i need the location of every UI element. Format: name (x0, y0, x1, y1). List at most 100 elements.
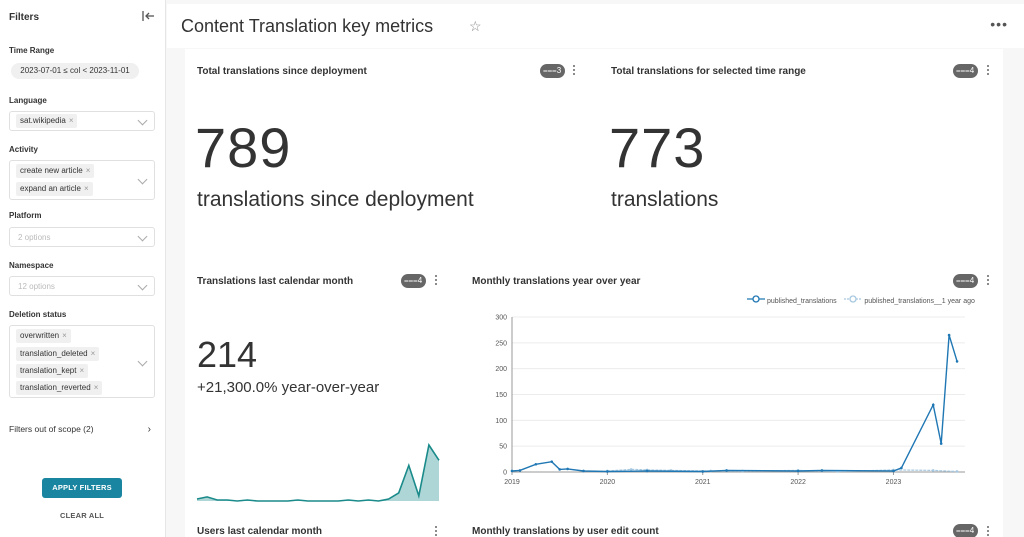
apply-filters-button[interactable]: APPLY FILTERS (42, 478, 122, 498)
x-tick-label: 2021 (695, 479, 711, 486)
remove-tag-icon[interactable]: × (83, 184, 89, 193)
data-point (606, 470, 609, 473)
clear-all-button[interactable]: CLEAR ALL (59, 511, 105, 520)
language-tag[interactable]: sat.wikipedia × (16, 114, 78, 128)
data-point (955, 360, 959, 363)
card-title-total-selected-range: Total translations for selected time ran… (611, 66, 806, 77)
deletion-status-tag[interactable]: translation_reverted × (16, 381, 103, 395)
activity-tag[interactable]: expand an article × (16, 182, 93, 196)
filter-badge[interactable]: ⩶4 (953, 64, 979, 78)
language-select[interactable]: sat.wikipedia × (9, 111, 155, 131)
data-point (582, 469, 585, 473)
page-title: Content Translation key metrics (181, 16, 434, 36)
chevron-down-icon (137, 174, 148, 185)
series-line-year-ago (607, 468, 958, 473)
deletion-status-tag[interactable]: overwritten × (16, 329, 71, 343)
data-point (558, 468, 561, 471)
filter-icon: ⩶ (956, 66, 970, 75)
card-title-monthly-yoy: Monthly translations year over year (472, 276, 641, 287)
time-range-label: Time Range (9, 46, 55, 55)
dashboard-header: Content Translation key metrics ☆ ••• (167, 4, 1024, 48)
platform-select[interactable]: 2 options (9, 227, 155, 247)
filter-badge[interactable]: ⩶4 (953, 524, 979, 537)
data-point (820, 469, 824, 472)
big-number-value: 789 (195, 116, 292, 179)
remove-tag-icon[interactable]: × (68, 116, 74, 125)
favorite-star-icon[interactable]: ☆ (469, 18, 482, 34)
data-point (645, 469, 649, 473)
namespace-placeholder: 12 options (18, 282, 55, 291)
filters-out-of-scope-label: Filters out of scope (2) (9, 424, 94, 434)
deletion-status-label: Deletion status (9, 310, 67, 319)
remove-tag-icon[interactable]: × (85, 166, 91, 175)
filters-sidebar: Filters Time Range 2023-07-01 ≤ col < 20… (0, 0, 166, 537)
chevron-down-icon (137, 115, 148, 126)
data-point (566, 467, 569, 471)
data-point (931, 403, 935, 407)
language-label: Language (9, 96, 47, 105)
filter-icon: ⩶ (956, 276, 970, 285)
y-tick-label: 50 (499, 444, 507, 451)
data-point (900, 466, 903, 470)
legend-item[interactable]: published_translations (747, 295, 837, 305)
trendline-sparkline (196, 442, 440, 502)
big-number-subtitle: translations (611, 188, 719, 211)
data-point (796, 469, 800, 473)
filter-badge[interactable]: ⩶3 (540, 64, 566, 78)
activity-select[interactable]: create new article × expand an article × (9, 160, 155, 200)
filter-icon: ⩶ (404, 276, 418, 285)
data-point (947, 333, 951, 337)
deletion-status-select[interactable]: overwritten × translation_deleted × transl… (9, 325, 155, 398)
collapse-sidebar-icon[interactable] (141, 9, 155, 23)
namespace-select[interactable]: 12 options (9, 276, 155, 296)
legend-item[interactable]: published_translations__1 year ago (844, 295, 975, 305)
chevron-down-icon (137, 280, 148, 291)
big-number-subtitle: translations since deployment (197, 188, 474, 211)
filter-badge[interactable]: ⩶4 (953, 274, 979, 288)
y-tick-label: 0 (503, 470, 507, 477)
data-point (701, 470, 705, 473)
y-tick-label: 200 (495, 366, 507, 373)
big-number-value: 214 (197, 334, 258, 375)
filter-icon: ⩶ (543, 66, 557, 75)
yoy-line-chart: 0 50 100 150 200 250 300 2019 2020 2021 2022 2023 (495, 315, 965, 486)
activity-tag[interactable]: create new article × (16, 164, 95, 178)
platform-placeholder: 2 options (18, 233, 51, 242)
remove-tag-icon[interactable]: × (62, 331, 67, 340)
x-tick-label: 2023 (886, 479, 902, 486)
filter-icon: ⩶ (956, 526, 970, 535)
remove-tag-icon[interactable]: × (90, 349, 96, 358)
chevron-down-icon (137, 231, 148, 242)
dashboard-grid: Total translations since deployment ⩶3 7… (185, 49, 1003, 537)
more-options-icon[interactable]: ••• (990, 16, 1008, 32)
legend-marker-icon (844, 295, 863, 303)
data-point (550, 460, 554, 463)
card-menu-icon[interactable] (986, 526, 990, 537)
filter-badge[interactable]: ⩶4 (401, 274, 427, 288)
data-point (892, 469, 895, 473)
time-range-chip[interactable]: 2023-07-01 ≤ col < 2023-11-01 (11, 63, 139, 79)
legend-marker-icon (747, 295, 765, 303)
card-title-monthly-by-edit-count: Monthly translations by user edit count (472, 526, 659, 537)
card-menu-icon[interactable] (434, 275, 438, 287)
data-point (725, 469, 728, 472)
deletion-status-tag[interactable]: translation_kept × (16, 364, 89, 378)
remove-tag-icon[interactable]: × (93, 383, 99, 392)
data-point (939, 442, 943, 445)
filters-out-of-scope[interactable]: Filters out of scope (2) › (9, 424, 155, 435)
card-menu-icon[interactable] (986, 275, 990, 287)
y-tick-label: 300 (495, 315, 507, 322)
remove-tag-icon[interactable]: × (79, 366, 85, 375)
deletion-status-tag[interactable]: translation_deleted × (16, 347, 100, 361)
data-point (510, 469, 514, 473)
card-menu-icon[interactable] (986, 65, 990, 77)
year-over-year-text: +21,300.0% year-over-year (197, 379, 380, 396)
sparkline-area (197, 445, 439, 501)
card-menu-icon[interactable] (572, 65, 576, 77)
data-point (955, 470, 959, 473)
sparkline-line (196, 442, 440, 502)
card-menu-icon[interactable] (434, 526, 438, 537)
card-title-users-last-month: Users last calendar month (197, 526, 323, 537)
data-point (931, 469, 935, 472)
data-point (518, 469, 522, 472)
